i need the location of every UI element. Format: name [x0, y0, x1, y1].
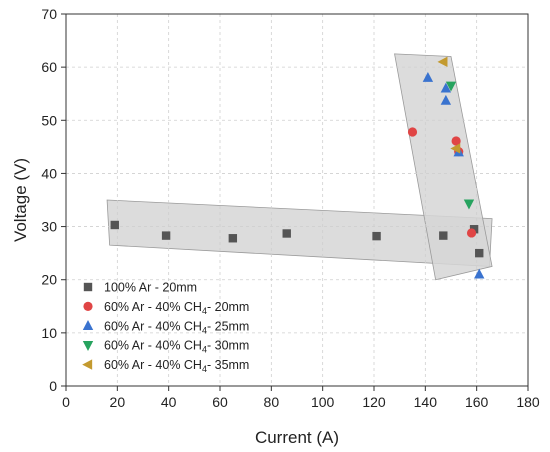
- legend-marker-5: [82, 359, 93, 370]
- x-tick-label: 100: [311, 394, 335, 410]
- data-point-series-1: [372, 231, 381, 241]
- y-tick-label: 30: [41, 219, 57, 235]
- axis-ticks: 0 20 40 60 80 100 120 140 160 180 0 10 20 30 40 50 60 70: [41, 6, 539, 410]
- x-tick-label: 60: [212, 394, 228, 410]
- data-point-series-1: [439, 231, 448, 240]
- x-tick-label: 140: [414, 394, 438, 410]
- x-tick-label: 160: [465, 394, 489, 410]
- legend-marker-4: [82, 341, 94, 351]
- data-points: [110, 56, 485, 279]
- highlight-regions: [106, 53, 493, 281]
- legend-entry-3: 60% Ar - 40% CH4- 25mm: [104, 319, 249, 335]
- x-tick-label: 40: [161, 394, 177, 410]
- plot-frame: [65, 13, 529, 387]
- y-tick-label: 60: [41, 59, 57, 75]
- y-tick-label: 40: [41, 165, 57, 181]
- legend-entry-2: 60% Ar - 40% CH4- 20mm: [104, 300, 249, 316]
- data-point-series-1: [282, 229, 291, 238]
- data-point-series-4: [445, 81, 457, 92]
- x-tick-label: 180: [516, 394, 540, 410]
- legend-entry-1: 100% Ar - 20mm: [104, 281, 197, 295]
- x-tick-label: 80: [264, 394, 280, 410]
- data-point-series-1: [161, 231, 171, 240]
- data-point-series-1: [228, 234, 238, 243]
- y-tick-label: 10: [41, 325, 57, 341]
- data-point-series-2: [407, 127, 418, 137]
- data-point-series-5: [450, 143, 461, 154]
- data-point-series-4: [463, 199, 475, 210]
- data-point-series-5: [437, 56, 448, 68]
- data-point-series-3: [440, 94, 452, 105]
- x-axis-label: Current (A): [255, 428, 339, 447]
- grid: [66, 14, 528, 386]
- data-point-series-1: [110, 220, 119, 230]
- x-tick-label: 0: [62, 394, 70, 410]
- data-point-series-3: [440, 82, 452, 93]
- data-point-series-3: [474, 268, 485, 279]
- y-tick-label: 50: [41, 112, 57, 128]
- x-tick-label: 20: [110, 394, 126, 410]
- x-tick-label: 120: [362, 394, 386, 410]
- legend-marker-3: [82, 320, 94, 330]
- data-point-series-3: [422, 71, 434, 82]
- data-point-series-2: [466, 228, 477, 238]
- y-tick-label: 70: [41, 6, 57, 22]
- legend-marker-2: [83, 301, 93, 311]
- legend: 100% Ar - 20mm 60% Ar - 40% CH4- 20mm 60% …: [82, 281, 249, 374]
- y-tick-label: 20: [41, 272, 57, 288]
- highlight-band-2: [394, 53, 493, 281]
- legend-marker-1: [83, 282, 93, 292]
- y-axis-label: Voltage (V): [11, 158, 30, 242]
- y-tick-label: 0: [49, 378, 57, 394]
- data-point-series-1: [475, 248, 484, 258]
- legend-entry-4: 60% Ar - 40% CH4- 30mm: [104, 339, 249, 355]
- legend-entry-5: 60% Ar - 40% CH4- 35mm: [104, 358, 249, 374]
- data-point-series-2: [451, 136, 461, 146]
